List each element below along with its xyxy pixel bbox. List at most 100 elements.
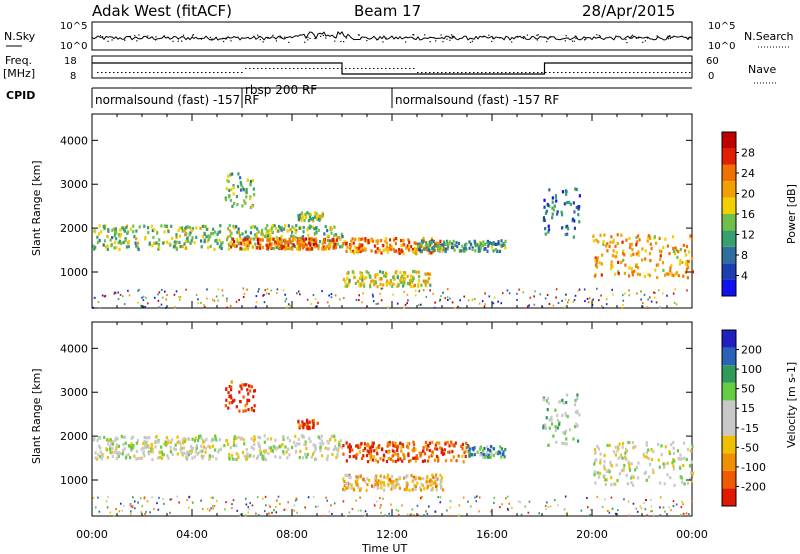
nave-dot: [437, 72, 439, 73]
nave-dot: [225, 72, 227, 73]
echo-cell: [652, 450, 655, 454]
echo-cell: [317, 228, 320, 232]
echo-cell: [597, 475, 601, 479]
echo-cell: [558, 420, 561, 425]
echo-cell: [169, 440, 172, 444]
echo-cell: [645, 451, 649, 455]
noise-cell: [164, 306, 167, 309]
echo-cell: [244, 404, 247, 408]
echo-cell: [135, 457, 138, 461]
nave-dot: [441, 72, 443, 73]
echo-cell: [605, 478, 608, 482]
noise-cell: [119, 293, 122, 296]
noise-cell: [653, 291, 655, 294]
nave-dot: [265, 68, 267, 69]
echo-cell: [394, 441, 397, 445]
echo-cell: [384, 236, 388, 241]
echo-cell: [255, 246, 258, 250]
noise-cell: [423, 514, 425, 517]
echo-cell: [295, 224, 298, 228]
echo-cell: [243, 442, 246, 446]
echo-cell: [294, 450, 298, 454]
echo-cell: [129, 455, 132, 460]
echo-cell: [284, 445, 287, 449]
echo-cell: [301, 420, 304, 424]
echo-cell: [375, 474, 378, 478]
colorbar-cell: [722, 230, 736, 247]
echo-cell: [636, 266, 640, 270]
echo-cell: [239, 176, 242, 180]
echo-cell: [147, 230, 150, 235]
noise-cell: [499, 506, 501, 509]
echo-cell: [413, 241, 416, 245]
echo-cell: [320, 439, 324, 443]
echo-cell: [219, 224, 222, 228]
noise-cell: [210, 507, 212, 510]
noise-cell: [476, 495, 478, 498]
echo-cell: [270, 237, 273, 241]
echo-cell: [109, 447, 112, 451]
echo-cell: [632, 446, 635, 450]
nsearch-dot: [376, 39, 378, 41]
echo-cell: [236, 237, 239, 242]
echo-cell: [379, 456, 382, 461]
echo-cell: [403, 487, 406, 492]
noise-cell: [176, 495, 179, 498]
nave-dot: [637, 72, 639, 73]
echo-cell: [669, 266, 672, 270]
echo-cell: [237, 453, 240, 457]
echo-cell: [250, 408, 254, 412]
echo-cell: [392, 480, 395, 484]
echo-cell: [594, 256, 597, 260]
nave-dot: [561, 72, 563, 73]
nave-dot: [521, 72, 523, 73]
echo-cell: [485, 451, 488, 455]
echo-cell: [386, 441, 390, 445]
echo-cell: [575, 187, 578, 192]
nave-dot: [585, 72, 587, 73]
nsearch-dot: [405, 41, 407, 43]
echo-cell: [451, 443, 454, 447]
echo-cell: [451, 450, 454, 454]
nave-dot: [261, 68, 263, 69]
nsearch-dot: [522, 37, 525, 40]
echo-cell: [353, 245, 357, 249]
noise-cell: [516, 298, 518, 301]
nave-dot: [397, 68, 399, 69]
noise-cell: [475, 500, 478, 503]
echo-cell: [598, 471, 602, 475]
echo-cell: [463, 249, 466, 253]
echo-cell: [246, 178, 249, 182]
noise-cell: [497, 300, 499, 303]
echo-cell: [133, 454, 136, 458]
noise-cell: [406, 293, 409, 296]
echo-cell: [622, 258, 625, 262]
echo-cell: [142, 446, 145, 450]
echo-cell: [594, 263, 598, 267]
noise-cell: [380, 299, 383, 302]
echo-cell: [394, 483, 398, 487]
echo-cell: [260, 450, 263, 454]
echo-cell: [669, 269, 672, 273]
echo-cell: [630, 242, 633, 246]
echo-cell: [479, 453, 482, 457]
echo-cell: [628, 236, 631, 241]
echo-cell: [319, 446, 322, 450]
echo-cell: [232, 201, 236, 206]
nave-dot: [465, 72, 467, 73]
echo-cell: [421, 449, 425, 453]
echo-cell: [406, 281, 409, 286]
noise-cell: [293, 504, 296, 507]
echo-cell: [98, 239, 101, 243]
echo-cell: [336, 235, 339, 240]
noise-cell: [212, 496, 214, 499]
echo-cell: [263, 434, 266, 438]
noise-cell: [672, 500, 675, 503]
echo-cell: [576, 439, 580, 443]
echo-cell: [690, 237, 693, 241]
echo-cell: [689, 449, 693, 453]
echo-cell: [413, 283, 416, 287]
noise-cell: [375, 302, 378, 305]
echo-cell: [614, 453, 617, 457]
echo-cell: [229, 229, 232, 233]
